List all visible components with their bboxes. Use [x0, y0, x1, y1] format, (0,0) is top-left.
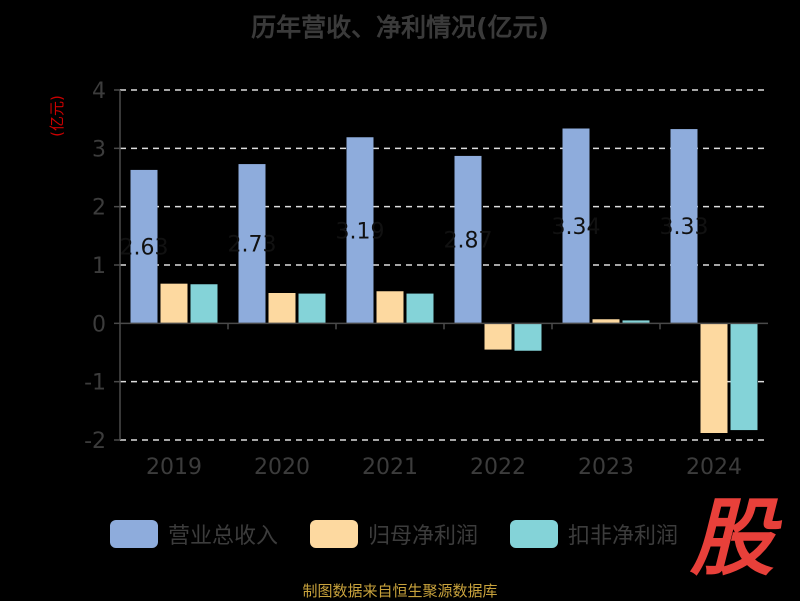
y-tick-label: 2 [92, 196, 106, 221]
bar-net-profit [484, 323, 512, 350]
legend-label-deducted-profit: 扣非净利润 [568, 524, 679, 549]
data-label-revenue: 3.19 [336, 219, 385, 244]
x-tick-label: 2022 [470, 455, 526, 480]
legend-swatch-deducted-profit [510, 520, 558, 548]
legend-item-net-profit[interactable]: 归母净利润 [310, 518, 478, 550]
bar-net-profit [268, 293, 296, 324]
bar-revenue [130, 169, 158, 324]
chart-title: 历年营收、净利情况(亿元) [251, 13, 549, 42]
bar-deducted-profit [406, 293, 434, 324]
x-tick-label: 2023 [578, 455, 634, 480]
legend-item-deducted-profit[interactable]: 扣非净利润 [510, 518, 678, 550]
legend-item-revenue[interactable]: 营业总收入 [110, 518, 278, 550]
x-tick-label: 2019 [146, 455, 202, 480]
x-tick-label: 2024 [686, 455, 742, 480]
x-tick-label: 2020 [254, 455, 310, 480]
bar-revenue [238, 164, 266, 324]
legend-label-revenue: 营业总收入 [168, 524, 279, 549]
bar-net-profit [592, 319, 620, 324]
data-label-revenue: 2.73 [228, 233, 277, 258]
bar-deducted-profit [514, 323, 542, 351]
bar-revenue [562, 128, 590, 324]
y-axis-label: (亿元) [48, 95, 66, 137]
legend-label-net-profit: 归母净利润 [368, 524, 479, 549]
bar-revenue [346, 137, 374, 324]
y-tick-label: -2 [84, 429, 106, 454]
bar-deducted-profit [622, 320, 650, 324]
bar-deducted-profit [190, 284, 218, 324]
bar-deducted-profit [298, 293, 326, 324]
y-tick-label: 4 [92, 79, 106, 104]
bar-net-profit [160, 283, 188, 324]
bar-revenue [454, 155, 482, 324]
bar-deducted-profit [730, 323, 758, 431]
brand-logo: 股 [690, 489, 775, 587]
y-tick-label: -1 [84, 371, 106, 396]
data-label-revenue: 3.34 [552, 215, 601, 240]
source-note: 制图数据来自恒生聚源数据库 [302, 582, 498, 600]
data-label-revenue: 2.63 [120, 236, 169, 261]
bar-net-profit [700, 323, 728, 433]
x-tick-label: 2021 [362, 455, 418, 480]
data-label-revenue: 3.33 [660, 215, 709, 240]
bar-revenue [670, 129, 698, 324]
y-tick-label: 0 [92, 312, 106, 337]
legend-swatch-revenue [110, 520, 158, 548]
y-tick-label: 3 [92, 137, 106, 162]
data-label-revenue: 2.87 [444, 229, 493, 254]
bar-net-profit [376, 291, 404, 324]
y-tick-label: 1 [92, 254, 106, 279]
legend-swatch-net-profit [310, 520, 358, 548]
